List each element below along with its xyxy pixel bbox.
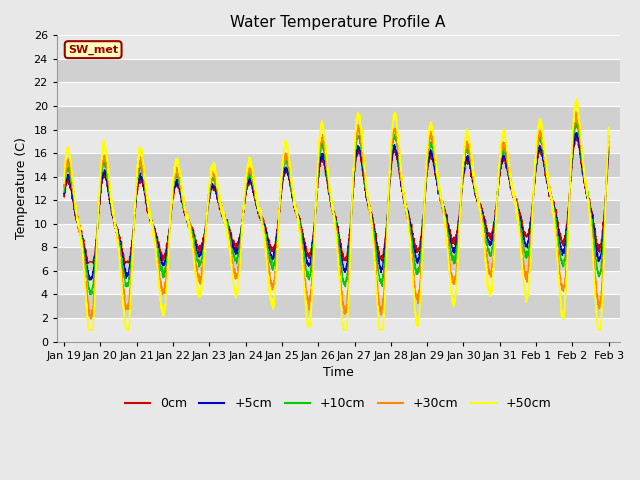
Bar — [57, 106, 620, 130]
Bar — [57, 318, 620, 342]
Bar — [57, 83, 620, 106]
Bar — [57, 153, 620, 177]
Bar — [57, 177, 620, 200]
Bar — [57, 271, 620, 294]
Bar — [57, 247, 620, 271]
Text: SW_met: SW_met — [68, 45, 118, 55]
Bar — [57, 200, 620, 224]
Bar — [57, 224, 620, 247]
Legend: 0cm, +5cm, +10cm, +30cm, +50cm: 0cm, +5cm, +10cm, +30cm, +50cm — [120, 392, 557, 415]
Title: Water Temperature Profile A: Water Temperature Profile A — [230, 15, 446, 30]
Bar — [57, 36, 620, 59]
Bar — [57, 130, 620, 153]
Bar — [57, 59, 620, 83]
Y-axis label: Temperature (C): Temperature (C) — [15, 137, 28, 240]
Bar — [57, 294, 620, 318]
X-axis label: Time: Time — [323, 366, 353, 379]
